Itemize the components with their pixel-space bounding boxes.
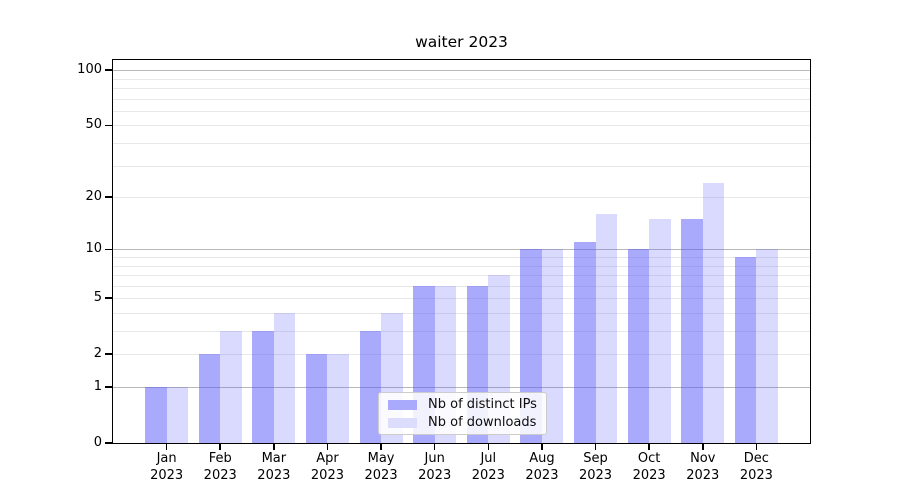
gridline-minor [113, 298, 810, 300]
bar-ips-Apr [306, 354, 328, 443]
gridline-minor [113, 275, 810, 277]
y-tick-mark [105, 297, 113, 300]
chart-title: waiter 2023 [415, 33, 508, 51]
gridline-minor [113, 125, 810, 127]
x-tick-label: Oct 2023 [632, 451, 666, 483]
x-tick-mark [701, 443, 704, 450]
gridline-minor [113, 88, 810, 90]
x-tick-mark [326, 443, 329, 450]
bar-ips-Jan [145, 387, 167, 443]
y-tick-label: 0 [93, 435, 102, 450]
x-tick-mark [433, 443, 436, 450]
x-tick-mark [594, 443, 597, 450]
x-tick-label: Jul 2023 [471, 451, 505, 483]
gridline-minor [113, 331, 810, 333]
bar-downloads-Sep [595, 214, 617, 443]
y-tick-label: 5 [93, 290, 102, 306]
y-tick-mark [105, 386, 113, 388]
gridline-minor [113, 354, 810, 356]
gridline-major [113, 70, 810, 72]
y-tick-mark [105, 442, 113, 444]
x-tick-mark [380, 443, 382, 450]
y-tick-label: 2 [93, 346, 102, 362]
x-tick-label: Dec 2023 [739, 451, 773, 483]
legend-swatch-downloads [388, 417, 417, 428]
legend-swatch-distinct-ips [388, 399, 417, 410]
legend-item-downloads: Nb of downloads [388, 415, 537, 430]
y-tick-label: 20 [85, 189, 102, 205]
x-tick-mark [487, 443, 490, 450]
x-tick-label: Feb 2023 [203, 451, 237, 483]
gridline-minor [113, 165, 810, 167]
bar-ips-Feb [198, 354, 221, 443]
legend: Nb of distinct IPs Nb of downloads [378, 392, 547, 435]
gridline-minor [113, 285, 810, 287]
gridline-minor [113, 98, 810, 100]
y-tick-label: 10 [85, 241, 102, 257]
gridline-major [113, 249, 810, 251]
x-tick-label: Jun 2023 [418, 451, 452, 483]
bar-ips-May [359, 331, 382, 443]
bar-ips-Dec [734, 257, 757, 443]
gridline-minor [113, 265, 810, 267]
x-tick-label: Sep 2023 [578, 451, 613, 483]
gridline-minor [113, 197, 810, 199]
gridline-minor [113, 143, 810, 145]
x-tick-label: Jan 2023 [150, 451, 184, 483]
x-tick-label: Apr 2023 [310, 451, 344, 483]
bar-ips-Oct [627, 249, 650, 443]
bar-downloads-Jan [166, 387, 189, 443]
bar-downloads-Aug [541, 249, 564, 443]
bar-ips-Mar [252, 331, 274, 443]
bar-ips-Sep [574, 242, 596, 443]
legend-item-distinct-ips: Nb of distinct IPs [388, 397, 537, 412]
bar-ips-Nov [681, 219, 703, 443]
gridline-major [113, 387, 810, 388]
y-tick-mark [105, 248, 113, 251]
gridline-minor [113, 110, 810, 112]
x-tick-label: May 2023 [364, 451, 398, 483]
x-tick-label: Aug 2023 [525, 451, 559, 483]
y-tick-mark [105, 124, 113, 127]
y-tick-mark [105, 69, 113, 71]
x-tick-mark [273, 443, 275, 450]
bar-downloads-Apr [327, 354, 349, 443]
x-tick-mark [165, 443, 168, 450]
bar-downloads-Oct [649, 219, 671, 443]
bar-downloads-Dec [756, 249, 778, 443]
x-tick-mark [219, 443, 222, 450]
x-tick-mark [648, 443, 650, 450]
y-tick-label: 100 [77, 62, 102, 78]
y-tick-mark [105, 353, 113, 356]
y-tick-mark [105, 196, 113, 198]
y-tick-label: 1 [93, 379, 102, 394]
x-tick-label: Mar 2023 [257, 451, 291, 483]
bar-downloads-Feb [220, 331, 242, 443]
legend-label-distinct-ips: Nb of distinct IPs [428, 397, 537, 412]
y-tick-label: 50 [85, 117, 102, 133]
bar-downloads-Mar [273, 312, 296, 443]
x-tick-mark [755, 443, 758, 450]
x-tick-label: Nov 2023 [686, 451, 720, 483]
gridline-minor [113, 78, 810, 80]
gridline-minor [113, 312, 810, 314]
bar-downloads-Nov [702, 182, 725, 443]
gridline-minor [113, 257, 810, 258]
legend-label-downloads: Nb of downloads [428, 415, 537, 430]
x-tick-mark [541, 443, 543, 450]
